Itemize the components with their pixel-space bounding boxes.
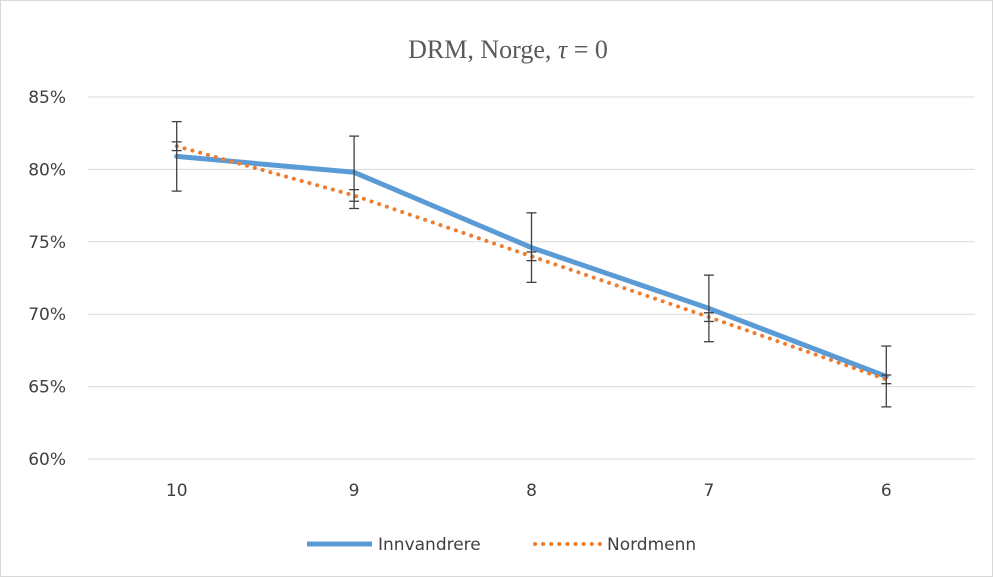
legend-label-innvandrere: Innvandrere (378, 535, 481, 555)
legend: Innvandrere Nordmenn (307, 535, 696, 555)
x-tick-label: 8 (526, 481, 537, 501)
x-tick-label: 6 (881, 481, 892, 501)
x-tick-label: 10 (166, 481, 188, 501)
x-axis: 10 9 8 7 6 (166, 481, 892, 501)
y-tick-label: 75% (28, 233, 66, 253)
y-tick-label: 65% (28, 378, 66, 398)
y-tick-label: 60% (28, 450, 66, 470)
x-tick-label: 7 (703, 481, 714, 501)
y-tick-label: 70% (28, 305, 66, 325)
y-tick-label: 80% (28, 160, 66, 180)
y-tick-label: 85% (28, 88, 66, 108)
chart-title: DRM, Norge, τ = 0 (408, 35, 608, 64)
legend-label-nordmenn: Nordmenn (607, 535, 696, 555)
y-axis: 85% 80% 75% 70% 65% 60% (28, 88, 66, 470)
error-bars (171, 120, 892, 408)
x-tick-label: 9 (349, 481, 360, 501)
gridlines (88, 96, 975, 460)
